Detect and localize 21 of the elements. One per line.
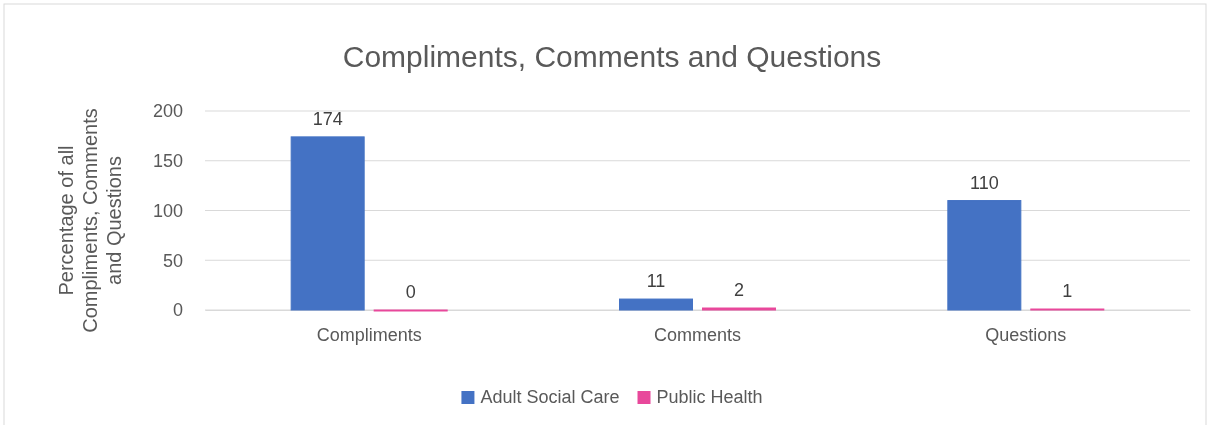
data-label: 0 — [405, 282, 416, 302]
data-label: 11 — [646, 271, 666, 292]
y-tick-label: 50 — [162, 250, 183, 271]
data-label: 110 — [969, 172, 999, 193]
data-label: 174 — [312, 108, 343, 129]
bar — [947, 200, 1022, 311]
x-tick-label: Questions — [985, 324, 1067, 345]
bar — [619, 298, 693, 311]
x-tick-label: Comments — [653, 324, 742, 345]
y-axis-title: Percentage of all Compliments, Comments and Questions — [55, 108, 125, 333]
legend-label: Adult Social Care — [480, 387, 620, 407]
bar — [290, 136, 365, 311]
y-tick-label: 0 — [172, 300, 183, 321]
x-tick-label: Compliments — [316, 324, 422, 345]
y-tick-label: 150 — [152, 151, 183, 172]
data-label: 1 — [1062, 281, 1073, 302]
chart-title: Compliments, Comments and Questions — [342, 40, 882, 73]
y-tick-label: 200 — [152, 101, 183, 122]
data-label: 2 — [733, 280, 745, 301]
y-tick-label: 100 — [152, 200, 183, 221]
legend-label: Public Health — [656, 387, 763, 407]
